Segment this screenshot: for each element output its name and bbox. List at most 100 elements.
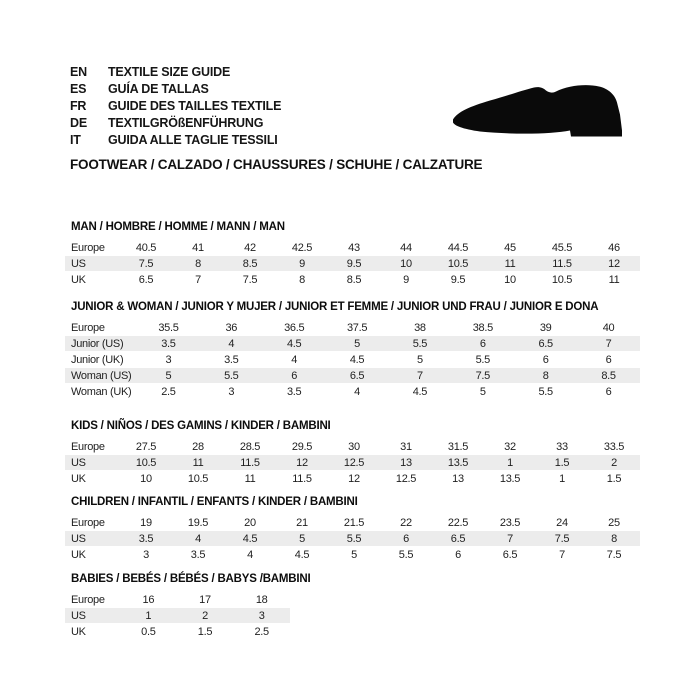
size-cell: 7 [484, 530, 536, 547]
size-cell: 2.5 [137, 383, 200, 400]
size-cell: 5 [388, 351, 452, 368]
table-row: US 10.5 11 11.5 12 12.5 13 13.5 1 1.5 2 [65, 454, 640, 471]
section-title: MAN / HOMBRE / HOMME / MANN / MAN [71, 221, 285, 233]
size-cell: 5 [451, 383, 515, 400]
dress-shoe-icon [453, 85, 622, 137]
size-cell: 6.5 [120, 271, 172, 288]
size-cell: 30 [328, 439, 380, 455]
language-code: DE [70, 116, 87, 130]
section-man: MAN / HOMBRE / HOMME / MANN / MAN Europe… [65, 221, 640, 288]
row-label: UK [65, 470, 120, 487]
size-cell: 9.5 [328, 255, 380, 272]
size-cell: 10 [484, 271, 536, 288]
table-row: Junior (US) 3.5 4 4.5 5 5.5 6 6.5 7 [65, 335, 640, 352]
size-cell: 28 [172, 439, 224, 455]
size-cell: 5.5 [451, 351, 515, 368]
size-cell: 23.5 [484, 515, 536, 531]
size-cell: 5.5 [199, 367, 263, 384]
size-cell: 3.5 [262, 383, 326, 400]
language-code: ES [70, 82, 87, 96]
size-cell: 1.5 [536, 454, 588, 471]
size-table-kids: Europe 27.5 28 28.5 29.5 30 31 31.5 32 33 33.5 US 10… [65, 439, 640, 487]
row-label: Europe [65, 240, 120, 256]
size-cell: 7.5 [536, 530, 588, 547]
size-cell: 38 [388, 320, 452, 336]
size-cell: 4 [325, 383, 389, 400]
size-cell: 33.5 [588, 439, 640, 455]
size-cell: 25 [588, 515, 640, 531]
size-cell: 8.5 [224, 255, 276, 272]
size-cell: 16 [120, 592, 177, 608]
size-cell: 4.5 [276, 546, 328, 563]
size-cell: 4 [172, 530, 224, 547]
size-cell: 39 [514, 320, 578, 336]
size-cell: 7.5 [588, 546, 640, 563]
row-label: US [65, 530, 120, 547]
language-code: IT [70, 133, 81, 147]
size-cell: 4.5 [388, 383, 452, 400]
size-cell: 22.5 [432, 515, 484, 531]
size-cell: 38.5 [451, 320, 515, 336]
size-cell: 0.5 [120, 623, 177, 640]
size-cell: 6 [514, 351, 578, 368]
size-cell: 24 [536, 515, 588, 531]
size-cell: 42 [224, 240, 276, 256]
size-cell: 9 [276, 255, 328, 272]
size-cell: 7 [536, 546, 588, 563]
size-cell: 1 [484, 454, 536, 471]
size-cell: 5 [328, 546, 380, 563]
size-cell: 45 [484, 240, 536, 256]
size-cell: 1.5 [176, 623, 234, 640]
size-cell: 32 [484, 439, 536, 455]
size-cell: 8 [514, 367, 578, 384]
row-label: Woman (US) [65, 367, 137, 384]
size-cell: 10.5 [172, 470, 224, 487]
size-cell: 3.5 [172, 546, 224, 563]
section-babies: BABIES / BEBÉS / BÉBÉS / BABYS /BAMBINI … [65, 573, 311, 640]
language-label: TEXTILE SIZE GUIDE [108, 65, 231, 79]
row-label: Woman (UK) [65, 383, 137, 400]
size-cell: 3.5 [199, 351, 263, 368]
size-cell: 4.5 [262, 335, 326, 352]
language-row: IT GUIDA ALLE TAGLIE TESSILI [70, 132, 281, 149]
size-cell: 8.5 [577, 367, 640, 384]
size-cell: 5 [276, 530, 328, 547]
category-title: FOOTWEAR / CALZADO / CHAUSSURES / SCHUHE… [70, 157, 483, 172]
size-cell: 5 [137, 367, 200, 384]
section-kids: KIDS / NIÑOS / DES GAMINS / KINDER / BAM… [65, 420, 640, 487]
language-row: ES GUÍA DE TALLAS [70, 81, 281, 98]
size-cell: 5.5 [380, 546, 432, 563]
size-cell: 3.5 [120, 530, 172, 547]
size-cell: 3.5 [137, 335, 200, 352]
size-cell: 11.5 [276, 470, 328, 487]
size-cell: 5 [325, 335, 389, 352]
language-label: GUIDA ALLE TAGLIE TESSILI [108, 133, 278, 147]
size-cell: 8 [588, 530, 640, 547]
table-row: Junior (UK) 3 3.5 4 4.5 5 5.5 6 6 [65, 351, 640, 368]
row-label: US [65, 454, 120, 471]
size-cell: 6 [380, 530, 432, 547]
size-cell: 29.5 [276, 439, 328, 455]
size-cell: 10.5 [120, 454, 172, 471]
size-cell: 6 [577, 351, 640, 368]
size-cell: 13.5 [432, 454, 484, 471]
size-cell: 4.5 [325, 351, 389, 368]
language-code: EN [70, 65, 87, 79]
table-row: Woman (US) 5 5.5 6 6.5 7 7.5 8 8.5 [65, 367, 640, 384]
language-row: EN TEXTILE SIZE GUIDE [70, 64, 281, 81]
table-row: Europe 19 19.5 20 21 21.5 22 22.5 23.5 24 25 [65, 515, 640, 531]
language-header-block: EN TEXTILE SIZE GUIDE ES GUÍA DE TALLAS … [70, 64, 281, 149]
size-cell: 3 [233, 607, 290, 624]
size-cell: 22 [380, 515, 432, 531]
size-cell: 37.5 [325, 320, 389, 336]
size-cell: 4 [224, 546, 276, 563]
size-cell: 20 [224, 515, 276, 531]
table-row: UK 3 3.5 4 4.5 5 5.5 6 6.5 7 7.5 [65, 546, 640, 563]
size-cell: 11 [172, 454, 224, 471]
row-label: Europe [65, 592, 120, 608]
size-cell: 13 [432, 470, 484, 487]
size-cell: 19.5 [172, 515, 224, 531]
size-cell: 12.5 [328, 454, 380, 471]
size-cell: 44.5 [432, 240, 484, 256]
size-cell: 3 [137, 351, 200, 368]
